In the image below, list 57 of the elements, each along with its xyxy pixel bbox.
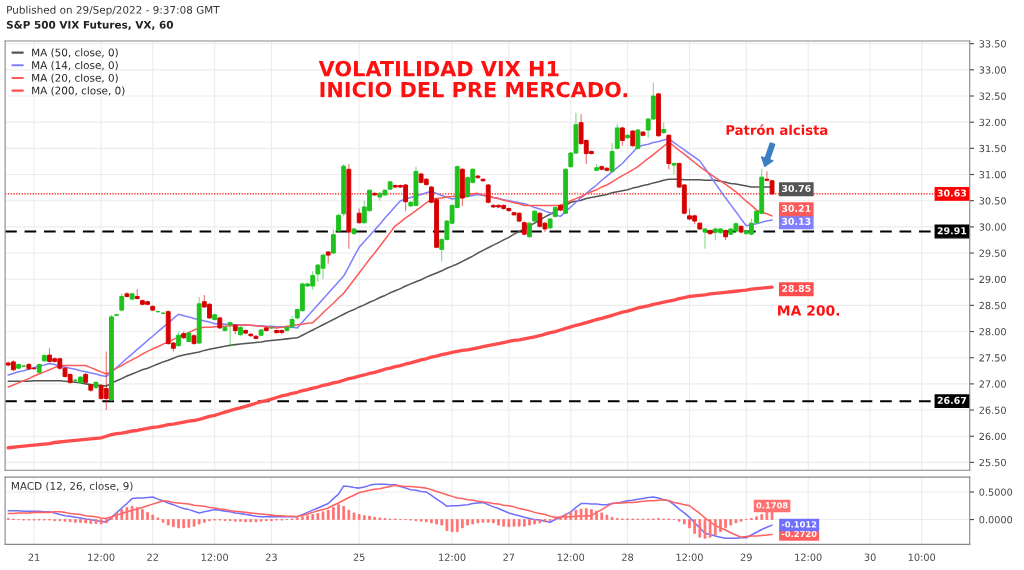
y-tick-label: 33.50 <box>979 40 1006 48</box>
chart-title: S&P 500 VIX Futures, VX, 60 <box>6 20 174 30</box>
y-tick-label: 28.50 <box>979 301 1006 310</box>
x-tick-label: 23 <box>265 553 277 561</box>
y-tick-label: 28.00 <box>979 328 1006 336</box>
legend-label: MA (20, close, 0) <box>32 73 118 83</box>
y-tick-label: 29.50 <box>979 249 1006 257</box>
y-tick-label: 30.00 <box>979 223 1006 231</box>
candlestick <box>480 177 486 183</box>
ref-line-label: 29.91 <box>937 227 967 235</box>
ref-line-label: 30.63 <box>937 189 967 197</box>
annotation: VOLATILIDAD VIX H1 INICIO DEL PRE MERCADO. <box>318 60 628 98</box>
data-label: -0.1012 <box>781 521 817 528</box>
y-tick-label: 27.00 <box>979 380 1006 388</box>
annotation: Patrón alcista <box>726 124 828 136</box>
annotation: MA 200. <box>778 305 840 316</box>
x-tick-label: 12:00 <box>557 553 585 561</box>
y-tick-label: 30.50 <box>979 197 1006 205</box>
text: Published on 29/Sep/2022 - 9:37:08 GMT <box>7 5 220 16</box>
data-label: 30.13 <box>781 217 811 225</box>
x-tick-label: 21 <box>28 553 40 561</box>
y-tick-label: 32.50 <box>979 92 1006 100</box>
legend-label: MA (14, close, 0) <box>32 61 118 71</box>
data-label: -0.2720 <box>781 530 817 537</box>
data-label: 30.21 <box>781 204 811 212</box>
candlestick <box>671 161 677 176</box>
x-tick-label: 28 <box>622 553 634 561</box>
y-tick-label: 26.00 <box>979 432 1006 441</box>
x-tick-label: 12:00 <box>795 553 822 561</box>
data-label: 28.85 <box>782 284 811 292</box>
x-tick-label: 12:00 <box>201 553 229 561</box>
y-tick-label: 33.00 <box>979 66 1006 74</box>
data-label: 30.76 <box>781 184 811 193</box>
ref-line-label: 26.67 <box>937 396 967 404</box>
y-tick-label: 31.50 <box>979 144 1006 153</box>
y-tick-label: 29.00 <box>979 275 1006 284</box>
line-series <box>6 285 774 450</box>
chart-title: MACD (12, 26, close, 9) <box>11 481 133 492</box>
y-tick-label: 0.0000 <box>979 516 1013 524</box>
y-tick-label: 26.50 <box>979 406 1006 414</box>
legend-label: MA (50, close, 0) <box>32 48 118 58</box>
x-tick-label: 12:00 <box>676 553 703 561</box>
y-tick-label: 25.50 <box>979 458 1006 467</box>
y-tick-label: 0.5000 <box>979 488 1013 496</box>
y-tick-label: 31.00 <box>979 170 1006 179</box>
x-tick-label: 10:00 <box>908 553 936 561</box>
x-tick-label: 22 <box>147 553 158 561</box>
legend-label: MA (200, close, 0) <box>32 86 125 96</box>
x-tick-label: 12:00 <box>439 553 466 561</box>
x-tick-label: 25 <box>353 553 365 561</box>
y-tick-label: 32.00 <box>979 118 1006 126</box>
data-label: 0.1708 <box>756 502 788 509</box>
x-tick-label: 30 <box>864 553 876 561</box>
x-tick-label: 27 <box>503 553 515 561</box>
y-tick-label: 27.50 <box>979 354 1006 362</box>
x-tick-label: 12:00 <box>88 553 115 561</box>
x-tick-label: 29 <box>740 553 752 561</box>
